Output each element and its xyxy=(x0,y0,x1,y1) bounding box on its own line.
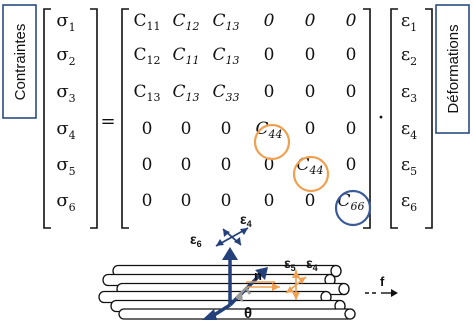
strain-component: ε6 xyxy=(401,190,417,214)
matrix-entry: C12 xyxy=(172,11,199,33)
n-label: n xyxy=(254,268,262,283)
matrix-entry: 0 xyxy=(221,155,232,175)
matrix-entry: 0 xyxy=(346,45,357,65)
stress-vector: σ1 σ2 σ3 σ4 σ5 σ6 xyxy=(56,10,75,214)
highlight-circle-c44-row4 xyxy=(253,123,291,161)
theta-label: θ xyxy=(244,305,252,322)
strain-vector: ε1 ε2 ε3 ε4 ε5 ε6 xyxy=(401,10,417,214)
stress-bracket-left xyxy=(43,8,51,229)
strain-component: ε3 xyxy=(401,81,417,105)
matrix-entry: C12 xyxy=(133,45,160,67)
eps4-top-label: ε4 xyxy=(240,211,252,229)
matrix-entry: 0 xyxy=(221,119,232,139)
matrix-entry: 0 xyxy=(142,155,153,175)
matrix-entry: 0 xyxy=(142,119,153,139)
matrix-entry: C13 xyxy=(212,11,239,33)
matrix-entry: C11 xyxy=(133,11,160,33)
equals-sign: = xyxy=(100,111,115,132)
matrix-entry: 0 xyxy=(305,45,316,65)
matrix-entry: 0 xyxy=(305,82,316,102)
stress-component: σ2 xyxy=(56,44,75,68)
matrix-entry: 0 xyxy=(346,82,357,102)
fiber-axis-arrow xyxy=(365,289,398,297)
matrix-entry: C13 xyxy=(212,45,239,67)
matrix-entry: 0 xyxy=(264,11,275,31)
matrix-entry: 0 xyxy=(181,191,192,211)
stress-component: σ6 xyxy=(56,190,75,214)
matrix-entry: 0 xyxy=(264,155,275,175)
eps5-label: ε5 xyxy=(284,255,296,273)
right-label-box xyxy=(435,4,470,134)
matrix-entry: 0 xyxy=(346,11,357,31)
matrix-entry: 0 xyxy=(264,45,275,65)
stress-bracket-right xyxy=(90,8,98,229)
matrix-entry: C13 xyxy=(172,82,199,104)
shear-strain-arrows-top xyxy=(215,227,249,247)
matrix-entry: 0 xyxy=(305,11,316,31)
matrix-entry: 0 xyxy=(142,191,153,211)
strain-component: ε4 xyxy=(401,118,417,142)
stress-component: σ5 xyxy=(56,154,75,178)
eps6-label: ε6 xyxy=(190,231,202,249)
eps4-right-label: ε4 xyxy=(306,255,318,273)
matrix-entry: 0 xyxy=(305,119,316,139)
matrix-entry: 0 xyxy=(264,82,275,102)
normal-and-shear-arrows xyxy=(246,270,307,300)
right-label-text: Déformations xyxy=(445,24,462,113)
f-label: f xyxy=(380,274,385,289)
fiber-cylinder xyxy=(102,273,336,287)
highlight-circle-c44-row5 xyxy=(292,155,330,193)
matrix-entry: 0 xyxy=(264,191,275,211)
stress-component: σ3 xyxy=(56,81,75,105)
stress-component: σ1 xyxy=(56,10,75,34)
matrix-entry: C13 xyxy=(133,82,160,104)
angle-marker xyxy=(235,286,252,302)
matrix-bracket-left xyxy=(121,8,129,229)
highlight-circle-c66 xyxy=(334,189,372,227)
left-label-text: Contraintes xyxy=(12,24,29,101)
stress-component: σ4 xyxy=(56,118,75,142)
strain-component: ε5 xyxy=(401,154,417,178)
strain-bracket-right xyxy=(425,8,433,229)
fiber-cylinder xyxy=(112,264,342,278)
axis-vectors xyxy=(202,247,268,320)
multiply-dot: · xyxy=(378,106,385,131)
matrix-bracket-right xyxy=(363,8,371,229)
fiber-cylinder xyxy=(118,308,356,320)
matrix-entry: 0 xyxy=(181,155,192,175)
strain-component: ε1 xyxy=(401,10,417,34)
matrix-entry: C33 xyxy=(212,82,239,104)
strain-component: ε2 xyxy=(401,44,417,68)
matrix-entry: 0 xyxy=(346,119,357,139)
matrix-entry: 0 xyxy=(305,191,316,211)
strain-bracket-left xyxy=(390,8,398,229)
left-label-box xyxy=(2,4,37,119)
fiber-bundle xyxy=(98,264,356,320)
matrix-entry: C11 xyxy=(172,45,199,67)
matrix-entry: 0 xyxy=(221,191,232,211)
matrix-entry: 0 xyxy=(346,155,357,175)
matrix-entry: 0 xyxy=(181,119,192,139)
